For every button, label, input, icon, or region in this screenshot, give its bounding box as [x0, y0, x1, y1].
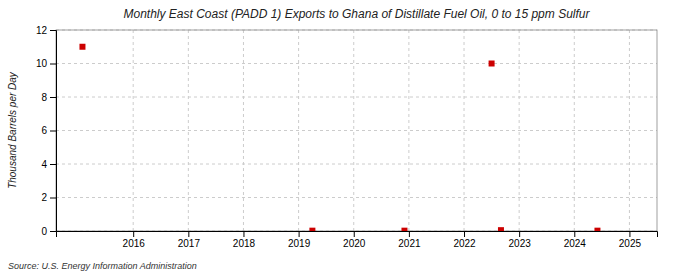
x-tick: 2023	[509, 231, 532, 249]
x-tick-mark	[188, 231, 189, 237]
y-tick-mark	[50, 131, 56, 132]
y-tick-mark	[50, 198, 56, 199]
x-axis: 2016 2017 2018 2019 2020 2021 2022 2023 2024 2025	[57, 231, 658, 249]
x-tick-label: 2019	[288, 238, 311, 249]
x-tick: 2016	[123, 231, 146, 249]
x-tick: 2024	[564, 231, 587, 249]
x-tick-mark	[629, 231, 630, 237]
y-tick: 2	[41, 192, 56, 203]
x-tick-label: 2025	[619, 238, 642, 249]
point	[79, 44, 85, 50]
y-axis-label: Thousand Barrels per Day	[7, 71, 18, 189]
x-grid-line	[408, 30, 409, 231]
x-tick-mark	[133, 231, 134, 237]
x-tick-label: 2016	[123, 238, 146, 249]
y-tick: 8	[41, 92, 56, 103]
points	[79, 44, 600, 231]
y-tick: 4	[41, 159, 56, 170]
point	[489, 61, 495, 67]
title: Monthly East Coast (PADD 1) Exports to G…	[124, 7, 591, 21]
y-tick-label: 2	[41, 192, 47, 203]
point	[401, 228, 407, 231]
y-tick-label: 4	[41, 159, 47, 170]
y-axis: 0 2 4 6 8 10 12	[36, 25, 57, 237]
x-tick-label: 2024	[564, 238, 587, 249]
x-tick-label: 2022	[453, 238, 476, 249]
x-tick-label: 2020	[343, 238, 366, 249]
x-tick-label: 2018	[233, 238, 256, 249]
y-tick-label: 8	[41, 92, 47, 103]
x-grid-line	[133, 30, 134, 231]
x-tick-mark	[574, 231, 575, 237]
y-tick-mark	[50, 164, 56, 165]
y-tick-mark	[50, 97, 56, 98]
x-tick-mark	[299, 231, 300, 237]
x-tick: 2019	[288, 231, 311, 249]
x-tick: 2021	[398, 231, 421, 249]
x-tick: 2018	[233, 231, 256, 249]
y-grid-line	[56, 164, 657, 165]
y-grid-line	[56, 130, 657, 131]
y-tick-mark	[50, 64, 56, 65]
x-tick: 2025	[619, 231, 642, 249]
x-tick-mark	[464, 231, 465, 237]
chart: 2016 2017 2018 2019 2020 2021 2022 2023 2024 2025…	[0, 0, 675, 275]
grid	[56, 30, 657, 231]
plot-frame	[56, 30, 657, 231]
y-tick-mark	[50, 30, 56, 31]
x-tick-mark	[519, 231, 520, 237]
x-axis-line	[57, 232, 658, 238]
y-tick-label: 10	[36, 58, 48, 69]
y-grid-line	[56, 63, 657, 64]
x-tick-mark	[243, 231, 244, 237]
y-tick-label: 0	[41, 226, 47, 237]
y-tick: 0	[41, 226, 56, 237]
y-tick: 12	[36, 25, 56, 36]
point	[498, 227, 504, 231]
x-grid-line	[353, 30, 354, 231]
x-tick: 2017	[178, 231, 201, 249]
y-grid-line	[56, 97, 657, 98]
point	[594, 228, 600, 231]
y-tick: 6	[41, 125, 56, 136]
y-tick-label: 12	[36, 25, 48, 36]
y-tick-label: 6	[41, 125, 47, 136]
x-tick-label: 2021	[398, 238, 421, 249]
x-tick-mark	[409, 231, 410, 237]
x-tick: 2022	[453, 231, 476, 249]
x-tick: 2020	[343, 231, 366, 249]
x-tick-mark	[354, 231, 355, 237]
source-note: Source: U.S. Energy Information Administ…	[8, 261, 197, 271]
point	[309, 228, 315, 231]
x-grid-line	[629, 30, 630, 231]
y-tick: 10	[36, 58, 56, 69]
y-grid-line	[56, 197, 657, 198]
x-tick-label: 2017	[178, 238, 201, 249]
plot-area: 2016 2017 2018 2019 2020 2021 2022 2023 2024 2025…	[36, 25, 658, 249]
x-tick-label: 2023	[509, 238, 532, 249]
y-tick-mark	[50, 231, 56, 232]
y-axis-line	[50, 31, 57, 232]
